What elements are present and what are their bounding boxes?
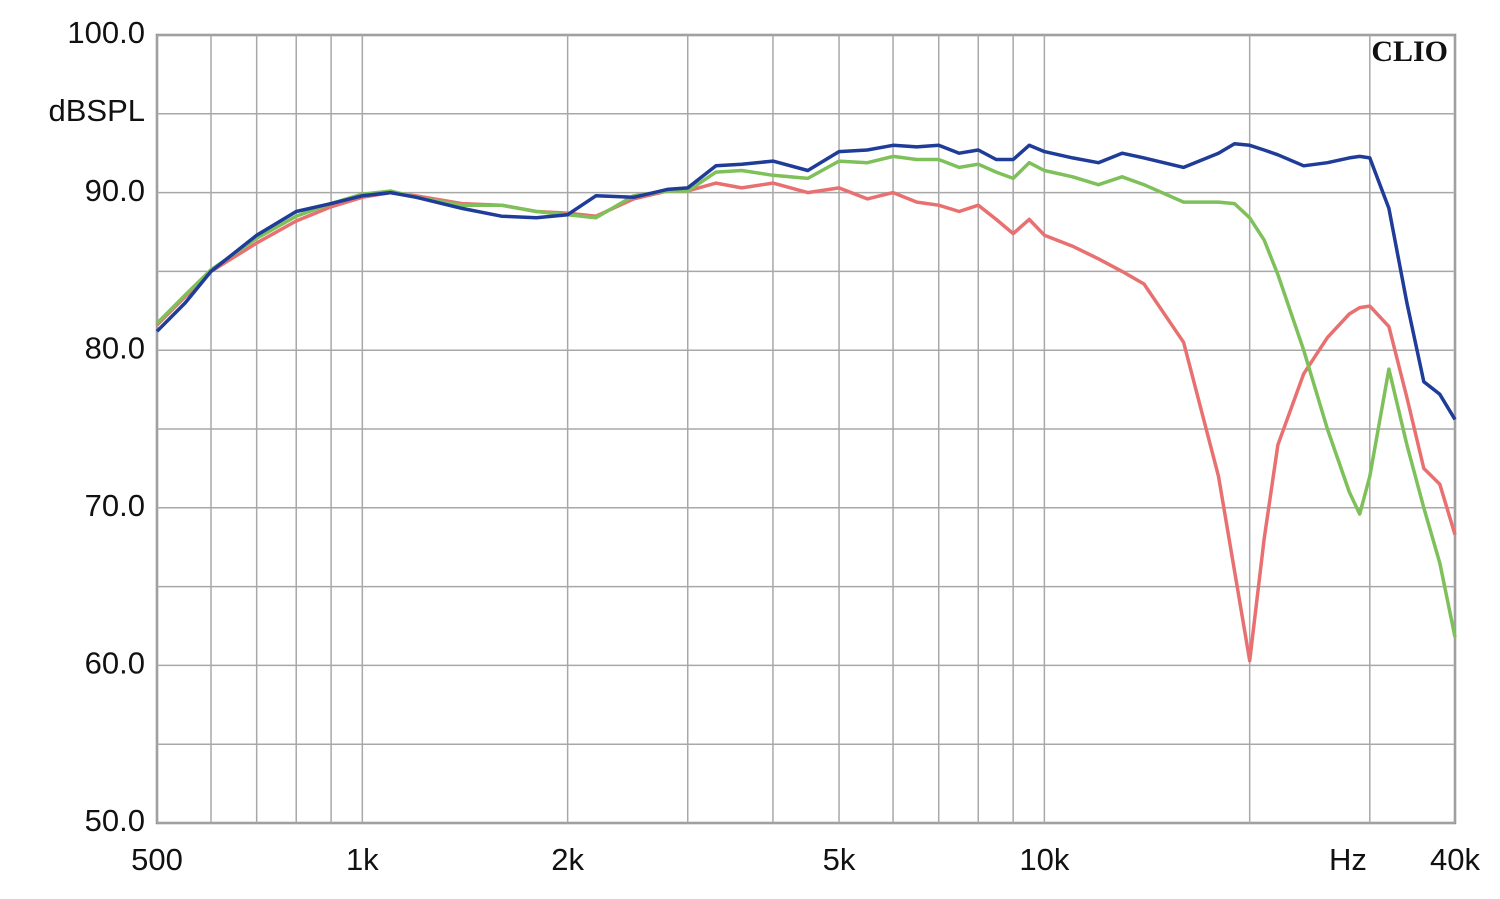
y-tick-label: 60.0 <box>85 646 145 681</box>
x-tick-label: 10k <box>1019 842 1069 877</box>
series-line <box>155 141 1457 421</box>
x-tick-label: 2k <box>551 842 584 877</box>
y-tick-label: 100.0 <box>67 15 145 50</box>
grid <box>156 34 1456 824</box>
y-tick-label: 80.0 <box>85 330 145 365</box>
y-tick-label: 90.0 <box>85 173 145 208</box>
y-tick-label: 50.0 <box>85 803 145 838</box>
x-tick-label: 500 <box>131 842 183 877</box>
x-tick-label: 5k <box>823 842 856 877</box>
watermark: CLIO <box>1371 35 1448 68</box>
y-tick-label: 70.0 <box>85 488 145 523</box>
x-tick-label: 1k <box>346 842 379 877</box>
x-unit-label: Hz <box>1329 842 1367 877</box>
lines <box>155 141 1457 663</box>
y-axis-label: dBSPL <box>48 93 145 128</box>
x-tick-label: 40k <box>1430 842 1480 877</box>
